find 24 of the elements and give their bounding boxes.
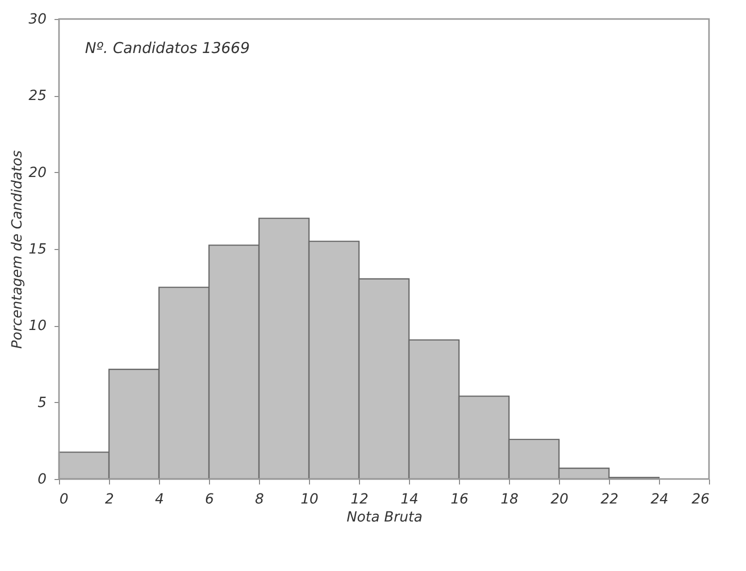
y-tick-label: 10 (28, 318, 47, 334)
y-tick-label: 25 (28, 88, 47, 104)
y-tick-label: 0 (38, 472, 47, 488)
y-tick-label: 5 (38, 394, 47, 411)
x-tick-label: 26 (692, 492, 710, 508)
x-axis-title: Nota Bruta (346, 510, 422, 526)
y-tick-label: 15 (28, 242, 47, 258)
x-tick-label: 18 (500, 492, 518, 508)
x-tick-label: 12 (350, 492, 368, 508)
x-tick-label: 24 (650, 492, 668, 508)
y-axis-title: Porcentagem de Candidatos (10, 150, 26, 349)
x-tick-label: 0 (60, 492, 68, 508)
x-tick-label: 10 (300, 492, 318, 508)
x-tick-label: 14 (400, 492, 418, 508)
y-tick-label: 20 (28, 164, 47, 181)
x-tick-label: 22 (600, 492, 618, 508)
x-tick-label: 2 (105, 492, 114, 508)
x-tick-label: 16 (450, 492, 468, 508)
x-tick-label: 6 (205, 492, 214, 508)
x-tick-label: 20 (550, 492, 568, 508)
x-tick-label: 8 (255, 492, 264, 508)
y-tick-label: 30 (28, 12, 47, 28)
x-tick-label: 4 (155, 492, 164, 508)
annotation: Nº. Candidatos 13669 (85, 39, 250, 57)
